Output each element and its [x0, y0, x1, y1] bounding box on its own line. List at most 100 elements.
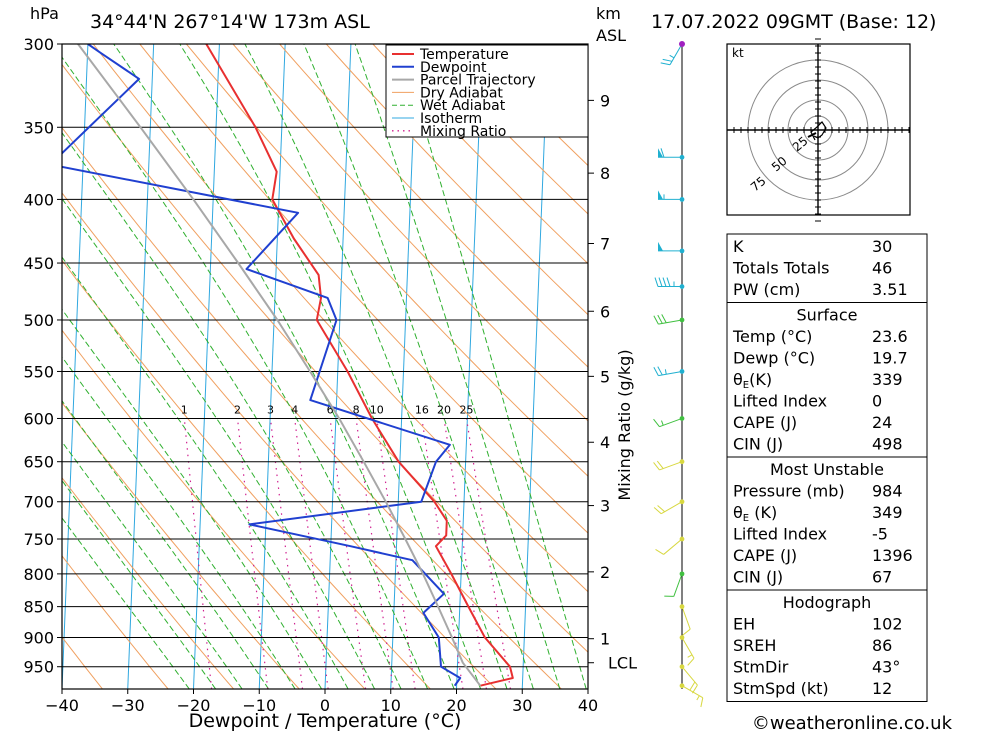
- surface-row-label: CIN (J): [733, 435, 783, 454]
- height-km-axis: 9 8 7 6 5 4 3 2 1 LCL: [588, 91, 637, 673]
- surface-row-value: 0: [872, 392, 882, 411]
- pressure-tick-label: 650: [23, 453, 54, 472]
- most-unstable-box: [726, 456, 928, 591]
- wind-barb-feather: [687, 657, 695, 666]
- legend-label: Mixing Ratio: [420, 124, 506, 140]
- km-tick-label: 8: [600, 164, 610, 183]
- mixing-ratio-label: 3: [267, 403, 274, 416]
- location-title: 34°44'N 267°14'W 173m ASL: [90, 11, 370, 33]
- indices-top-box: [726, 233, 928, 303]
- most-unstable-row-value: 349: [872, 503, 903, 522]
- pressure-unit-label: hPa: [30, 4, 59, 23]
- wind-barb: [659, 461, 683, 471]
- temperature-line: [205, 44, 514, 687]
- mixing-ratio-label: 10: [370, 403, 384, 416]
- isotherm-line: [456, 44, 483, 689]
- dry-adiabat-line: [279, 44, 588, 368]
- temperature-tick-label: −20: [177, 696, 211, 715]
- mixing-ratio-label: 8: [353, 403, 360, 416]
- wind-barb-half-feather: [669, 54, 675, 59]
- wet-adiabat-line: [399, 44, 587, 689]
- mixing-ratio-labels: 1 2 3 4 6 8 10 16 20 25: [181, 403, 474, 416]
- mixing-ratio-label: 16: [415, 403, 429, 416]
- surface-row-value: 24: [872, 413, 892, 432]
- wind-barb-feather: [700, 697, 704, 708]
- surface-row-label: Lifted Index: [733, 392, 827, 411]
- sounding-series: [62, 44, 514, 687]
- wind-barb-feather: [656, 460, 664, 469]
- pressure-tick-label: 400: [23, 190, 54, 209]
- wind-barb-feather: [657, 366, 663, 376]
- surface-row-value: 339: [872, 370, 903, 389]
- legend-label: Temperature: [419, 47, 509, 63]
- most-unstable-row-value: 67: [872, 568, 892, 587]
- temperature-tick-label: 0: [320, 696, 330, 715]
- hodograph-row-value: 43°: [872, 658, 900, 677]
- wind-barb-feather: [653, 315, 659, 325]
- dry-adiabat-line: [62, 476, 234, 689]
- pressure-tick-label: 550: [23, 362, 54, 381]
- surface-row-label: Dewp (°C): [733, 349, 815, 368]
- wet-adiabat-line: [354, 44, 561, 689]
- most-unstable-row-value: -5: [872, 525, 888, 544]
- credit-text: ©weatheronline.co.uk: [752, 713, 953, 733]
- pressure-tick-label: 600: [23, 409, 54, 428]
- hodograph-unit-label: kt: [732, 46, 744, 60]
- most-unstable-row-value: 1396: [872, 546, 913, 565]
- hodograph-row-label: StmDir: [733, 658, 789, 677]
- dry-adiabat-line: [186, 44, 588, 477]
- wet-adiabat-line: [113, 44, 455, 689]
- km-tick-label: 1: [600, 630, 610, 649]
- pressure-tick-label: 450: [23, 254, 54, 273]
- mixing-ratio-label: 1: [181, 403, 188, 416]
- mixing-ratio-line: [443, 418, 487, 689]
- most-unstable-title: Most Unstable: [770, 460, 884, 479]
- legend-box: [385, 44, 589, 138]
- wind-barb: [681, 666, 698, 686]
- x-axis-title: Dewpoint / Temperature (°C): [189, 710, 462, 732]
- dry-adiabat-line: [232, 44, 588, 422]
- hodograph-indices-title: Hodograph: [783, 593, 872, 612]
- hodograph-row-value: 102: [872, 615, 903, 634]
- wind-barb-pennant: [658, 241, 663, 251]
- dry-adiabat-line: [62, 555, 169, 689]
- mixing-ratio-line: [465, 418, 511, 689]
- legend-label: Dewpoint: [420, 60, 487, 76]
- km-tick-label: 5: [600, 367, 610, 386]
- isotherm-line: [390, 44, 418, 689]
- height-unit-label-top: km: [596, 4, 621, 23]
- wind-barb-feather: [655, 549, 664, 555]
- wet-adiabat-line: [303, 44, 534, 689]
- pressure-tick-label: 350: [23, 118, 54, 137]
- hodograph-row-label: StmSpd (kt): [733, 679, 829, 698]
- pressure-tick-label: 900: [23, 629, 54, 648]
- dry-adiabat-line: [139, 44, 588, 534]
- wind-barb: [663, 538, 683, 555]
- dry-adiabat-line: [372, 44, 588, 265]
- isotherm-line: [258, 44, 286, 689]
- indices-panel: K 30 Totals Totals 46 PW (cm) 3.51 Surface Temp…: [726, 233, 928, 702]
- pressure-tick-label: 300: [23, 35, 54, 54]
- storm-motion-marker: [807, 132, 817, 138]
- wind-barb-feather: [653, 462, 660, 471]
- isotherm-line: [0, 44, 22, 689]
- wind-profile: [653, 41, 704, 708]
- wind-barb-feather: [653, 507, 662, 515]
- most-unstable-row-label: Pressure (mb): [733, 482, 845, 501]
- temperature-tick-label: 20: [446, 696, 466, 715]
- isotherm-line: [324, 44, 352, 689]
- wind-barb-feather: [653, 418, 660, 427]
- wind-barb-feather: [661, 314, 667, 323]
- top-level-marker: [679, 41, 685, 47]
- mixing-ratio-label: 25: [460, 403, 474, 416]
- wind-barb-feather: [653, 367, 659, 376]
- wind-barb: [660, 501, 683, 515]
- wet-adiabat-line: [62, 441, 243, 689]
- pressure-tick-label: 850: [23, 598, 54, 617]
- surface-row-label: Temp (°C): [732, 327, 812, 346]
- km-tick-label: 2: [600, 563, 610, 582]
- surface-row-label: θE(K): [733, 370, 772, 391]
- temperature-tick-label: −10: [242, 696, 276, 715]
- wet-adiabat-line: [62, 356, 296, 689]
